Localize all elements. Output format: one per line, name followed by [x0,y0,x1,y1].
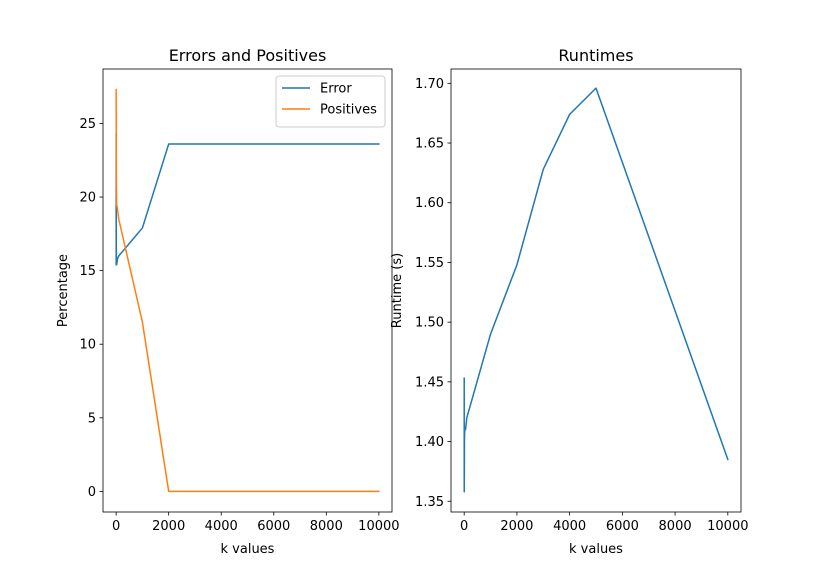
x-axis-label: k values [221,542,275,557]
x-tick-label: 0 [112,519,120,534]
y-tick-label: 1.45 [415,375,444,390]
series-line-2 [115,88,380,493]
y-tick-label: 1.55 [415,256,444,271]
x-tick-label: 10000 [707,519,748,534]
legend: Error Positives [275,75,386,128]
y-tick-label: 1.50 [415,316,444,331]
plot-frame [102,68,393,513]
x-axis-label: k values [569,542,623,557]
y-tick-label: 0 [88,485,96,500]
y-axis-label: Runtime (s) [390,253,405,328]
legend-label-1: Error [320,82,352,97]
chart-panel-1: 0 2000 4000 6000 8000 10000 0 5 10 15 20 25 Errors a… [56,46,400,557]
y-axis-label: Percentage [56,254,71,327]
y-tick-label: 1.60 [415,196,444,211]
y-tick-label: 1.40 [415,435,444,450]
y-tick-label: 1.70 [415,77,444,92]
legend-label-2: Positives [320,103,377,118]
y-tick-label: 10 [79,338,96,353]
x-tick-label: 4000 [205,519,238,534]
x-tick-label: 2000 [152,519,185,534]
x-tick-label: 10000 [358,519,399,534]
x-tick-label: 2000 [500,519,533,534]
y-tick-label: 1.65 [415,137,444,152]
plot-frame [450,68,742,513]
x-tick-label: 8000 [659,519,692,534]
chart-title: Runtimes [558,46,633,65]
y-tick-label: 20 [79,191,96,206]
y-tick-label: 1.35 [415,495,444,510]
x-tick-label: 4000 [553,519,586,534]
x-tick-label: 6000 [606,519,639,534]
chart-title: Errors and Positives [169,46,327,65]
x-tick-label: 8000 [310,519,343,534]
y-tick-label: 5 [88,411,96,426]
series-line-1 [463,87,729,493]
x-tick-label: 0 [460,519,468,534]
series-line-1 [115,133,380,266]
chart-panel-2: 0 2000 4000 6000 8000 10000 1.35 1.40 1.45 1.50 1.… [390,46,748,557]
y-tick-label: 25 [79,117,96,132]
y-tick-label: 15 [79,264,96,279]
x-tick-label: 6000 [257,519,290,534]
